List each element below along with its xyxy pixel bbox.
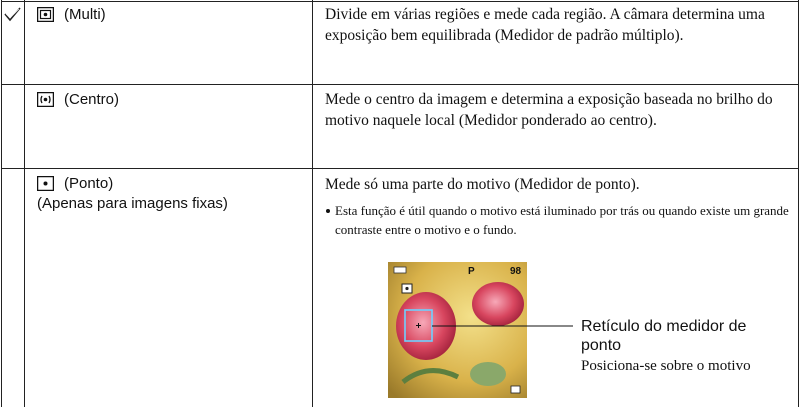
mode-label: (Ponto) <box>64 175 114 192</box>
mode-label: (Multi) <box>64 6 106 23</box>
screen-mode: P <box>468 266 475 277</box>
border <box>312 0 313 407</box>
center-icon <box>37 92 54 107</box>
spot-icon <box>37 176 54 191</box>
border <box>1 84 799 85</box>
description: Divide em várias regiões e mede cada reg… <box>325 6 765 44</box>
border <box>798 0 799 407</box>
border <box>1 0 2 407</box>
description: Mede só uma parte do motivo (Medidor de … <box>325 176 640 193</box>
border <box>24 0 25 407</box>
description: Mede o centro da imagem e determina a ex… <box>325 91 773 129</box>
screen-count: 98 <box>510 266 522 277</box>
multi-icon <box>37 7 54 22</box>
mode-note: (Apenas para imagens fixas) <box>37 195 228 212</box>
border <box>1 1 799 2</box>
mode-label: (Centro) <box>64 91 120 108</box>
screen-illustration: P 98 <box>388 262 573 398</box>
check-icon <box>4 7 21 22</box>
border <box>1 168 799 169</box>
bullet-dot <box>326 209 330 213</box>
callout-subtitle: Posiciona-se sobre o motivo <box>581 358 751 374</box>
bullet-text: Esta função é útil quando o motivo está … <box>335 203 789 237</box>
bullet-item: Esta função é útil quando o motivo está … <box>325 201 795 239</box>
callout-title: Retículo do medidor de ponto <box>581 318 747 354</box>
